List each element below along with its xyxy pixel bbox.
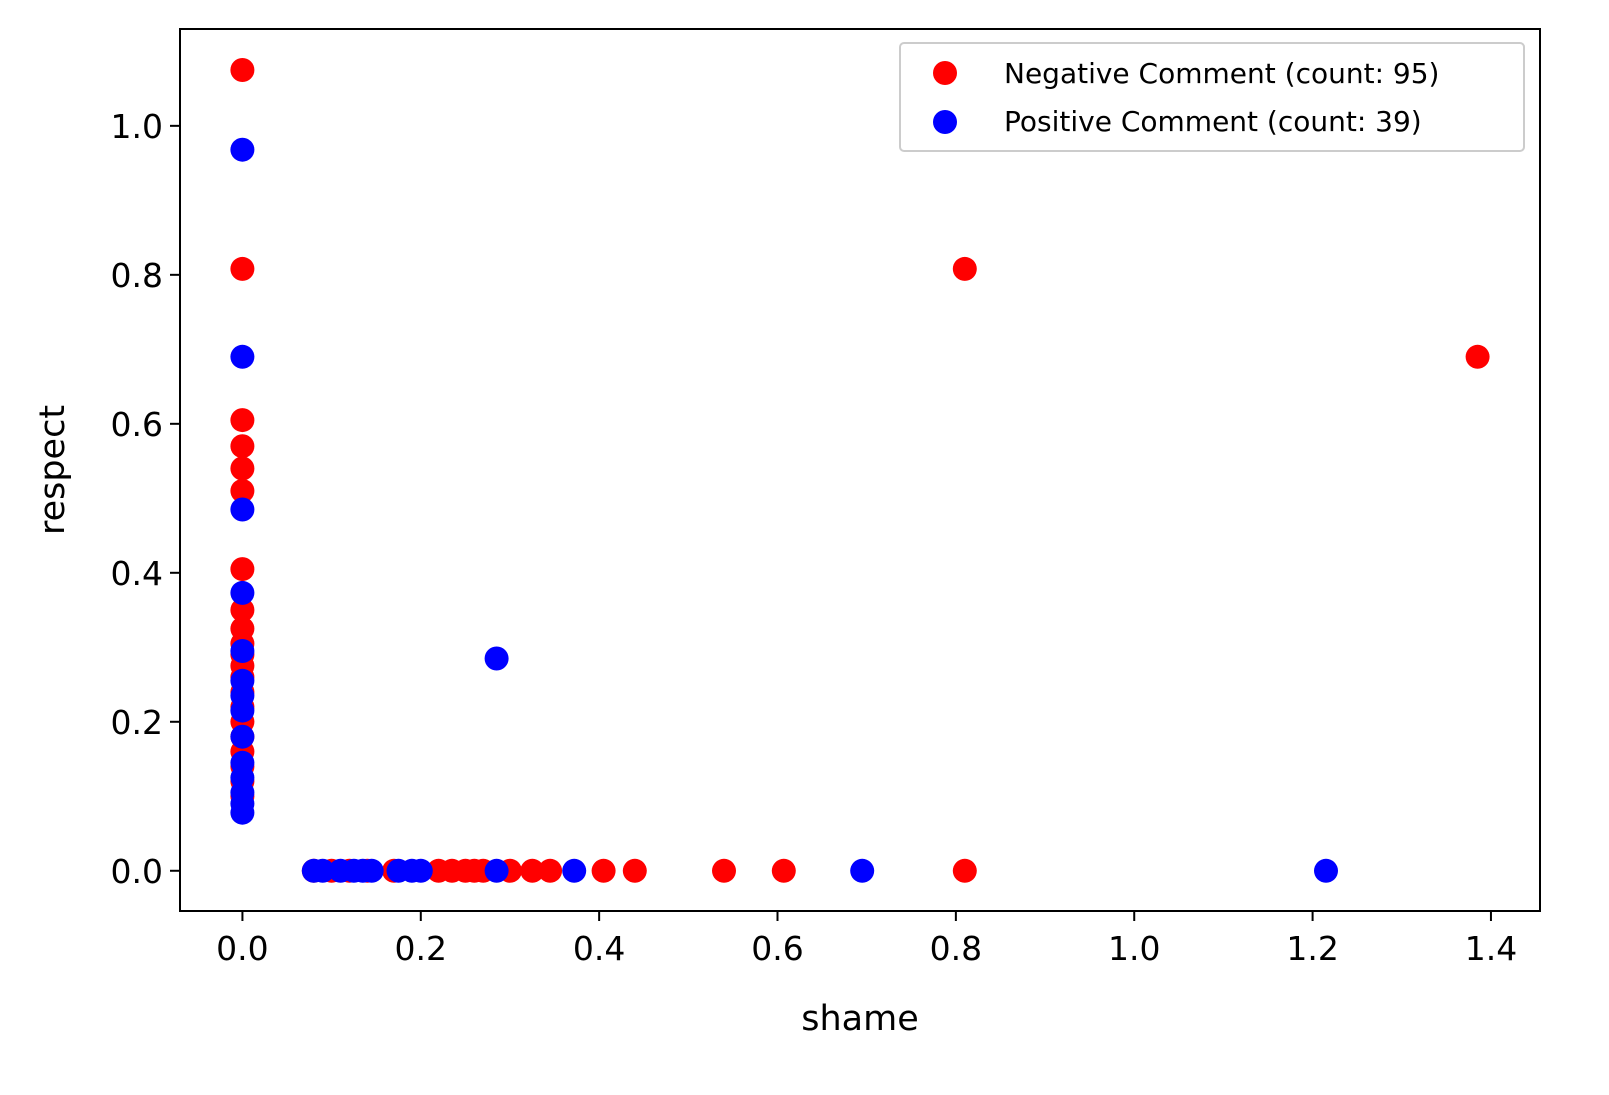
positive-point-26 <box>1314 858 1338 883</box>
negative-point-36 <box>712 858 736 883</box>
negative-point-2 <box>230 408 255 433</box>
x-tick-label-3: 0.6 <box>751 929 803 968</box>
legend-marker-negative <box>933 61 957 85</box>
plot-frame <box>179 28 1541 912</box>
negative-point-7 <box>230 598 255 622</box>
positive-point-19 <box>359 858 384 883</box>
legend: Negative Comment (count: 95) Positive Co… <box>899 42 1525 152</box>
x-ticks: 0.0 0.2 0.4 0.6 0.8 1.0 1.2 1.4 <box>216 911 1517 968</box>
y-tick-label-3: 0.6 <box>111 405 163 444</box>
y-ticks: 0.0 0.2 0.4 0.6 0.8 1.0 <box>111 107 180 891</box>
negative-point-33 <box>538 858 563 883</box>
legend-label-negative: Negative Comment (count: 95) <box>1004 57 1439 90</box>
positive-point-22 <box>408 858 433 883</box>
y-tick-label-0: 0.0 <box>111 852 163 891</box>
y-axis-label: respect <box>33 405 73 535</box>
plot-area <box>180 29 1540 911</box>
positive-point-2 <box>230 497 255 522</box>
legend-box <box>899 42 1525 152</box>
x-tick-label-5: 1.0 <box>1108 929 1160 968</box>
negative-point-32 <box>520 858 545 883</box>
negative-point-40 <box>1465 344 1490 369</box>
negative-point-38 <box>952 858 977 883</box>
points-layer <box>230 58 1490 883</box>
positive-point-1 <box>230 344 255 369</box>
x-tick-label-6: 1.2 <box>1286 929 1338 968</box>
legend-label-positive: Positive Comment (count: 39) <box>1004 105 1422 138</box>
legend-marker-positive <box>933 110 957 134</box>
positive-point-24 <box>562 858 587 883</box>
x-tick-label-4: 0.8 <box>930 929 982 968</box>
y-tick-label-5: 1.0 <box>111 107 163 146</box>
positive-point-3 <box>230 580 255 605</box>
x-axis-label: shame <box>801 999 919 1039</box>
negative-point-0 <box>230 58 255 82</box>
positive-point-25 <box>850 858 875 883</box>
negative-point-4 <box>230 456 255 481</box>
negative-point-35 <box>622 858 647 883</box>
positive-point-27 <box>484 646 509 671</box>
x-tick-label-7: 1.4 <box>1465 929 1517 968</box>
positive-point-8 <box>230 724 255 749</box>
positive-point-0 <box>230 137 255 162</box>
negative-point-37 <box>771 858 796 883</box>
negative-point-3 <box>230 434 255 459</box>
positive-point-15 <box>310 858 335 883</box>
negative-point-6 <box>230 557 255 582</box>
y-tick-label-1: 0.2 <box>111 703 163 742</box>
positive-point-23 <box>484 858 509 883</box>
y-tick-label-4: 0.8 <box>111 256 163 295</box>
negative-point-1 <box>230 256 255 281</box>
negative-point-5 <box>230 478 255 503</box>
x-tick-label-1: 0.2 <box>395 929 447 968</box>
positive-point-4 <box>230 639 255 663</box>
x-tick-label-0: 0.0 <box>216 929 268 968</box>
x-tick-label-2: 0.4 <box>573 929 625 968</box>
positive-point-7 <box>230 698 255 723</box>
positive-point-13 <box>230 800 255 825</box>
negative-point-39 <box>952 256 977 281</box>
negative-point-34 <box>591 858 616 883</box>
y-tick-label-2: 0.4 <box>111 554 163 593</box>
